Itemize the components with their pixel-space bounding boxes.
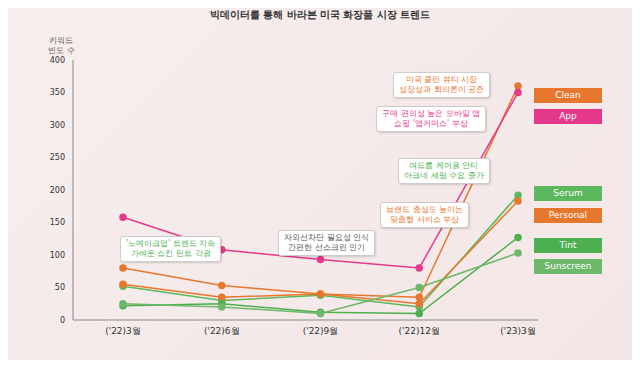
svg-text:300: 300 <box>50 121 65 130</box>
html-text:여드름 케어용 안티 아크네 세럼 수요 증가: 여드름 케어용 안티 아크네 세럼 수요 증가 <box>404 161 484 180</box>
svg-text:250: 250 <box>50 153 65 162</box>
svg-text:400: 400 <box>50 56 65 65</box>
svg-text:('22)12월: ('22)12월 <box>399 326 440 336</box>
html-text:'노메이크업' 트렌드 지속 가벼운 스킨 틴트 각광: '노메이크업' 트렌드 지속 가벼운 스킨 틴트 각광 <box>126 239 216 258</box>
html-text:Sunscreen: Sunscreen <box>544 261 592 271</box>
html-text:자외선차단 필요성 인식 간편한 선스크린 인기: 자외선차단 필요성 인식 간편한 선스크린 인기 <box>284 233 370 252</box>
html-text:Serum: Serum <box>553 188 583 198</box>
svg-text:0: 0 <box>60 316 65 325</box>
svg-text:('23)3월: ('23)3월 <box>500 326 536 336</box>
svg-text:100: 100 <box>50 251 65 260</box>
svg-text:('22)9월: ('22)9월 <box>303 326 339 336</box>
html-text:구매 편의성 높은 모바일 앱 쇼핑 '앱커머스' 부상: 구매 편의성 높은 모바일 앱 쇼핑 '앱커머스' 부상 <box>382 109 481 128</box>
html-text:Personal: Personal <box>548 210 588 220</box>
html-text:Tint: Tint <box>559 240 577 250</box>
html-text:App: App <box>559 111 577 121</box>
svg-text:('22)6월: ('22)6월 <box>204 326 240 336</box>
html-text:키워드 빈도 수: 키워드 빈도 수 <box>48 36 75 55</box>
html-text:빅데이터를 통해 바라본 미국 화장품 시장 트렌드: 빅데이터를 통해 바라본 미국 화장품 시장 트렌드 <box>209 9 431 20</box>
html-text:브랜드 충성도 높이는 맞춤형 서비스 부상: 브랜드 충성도 높이는 맞춤형 서비스 부상 <box>386 205 464 224</box>
html-text:Clean: Clean <box>555 90 581 100</box>
svg-text:200: 200 <box>50 186 65 195</box>
html-text:미국 클린 뷰티 시장 성장성과 회의론이 공존: 미국 클린 뷰티 시장 성장성과 회의론이 공존 <box>399 75 485 94</box>
svg-text:350: 350 <box>50 88 65 97</box>
svg-text:50: 50 <box>55 283 65 292</box>
svg-text:('22)3월: ('22)3월 <box>105 326 141 336</box>
svg-text:150: 150 <box>50 218 65 227</box>
